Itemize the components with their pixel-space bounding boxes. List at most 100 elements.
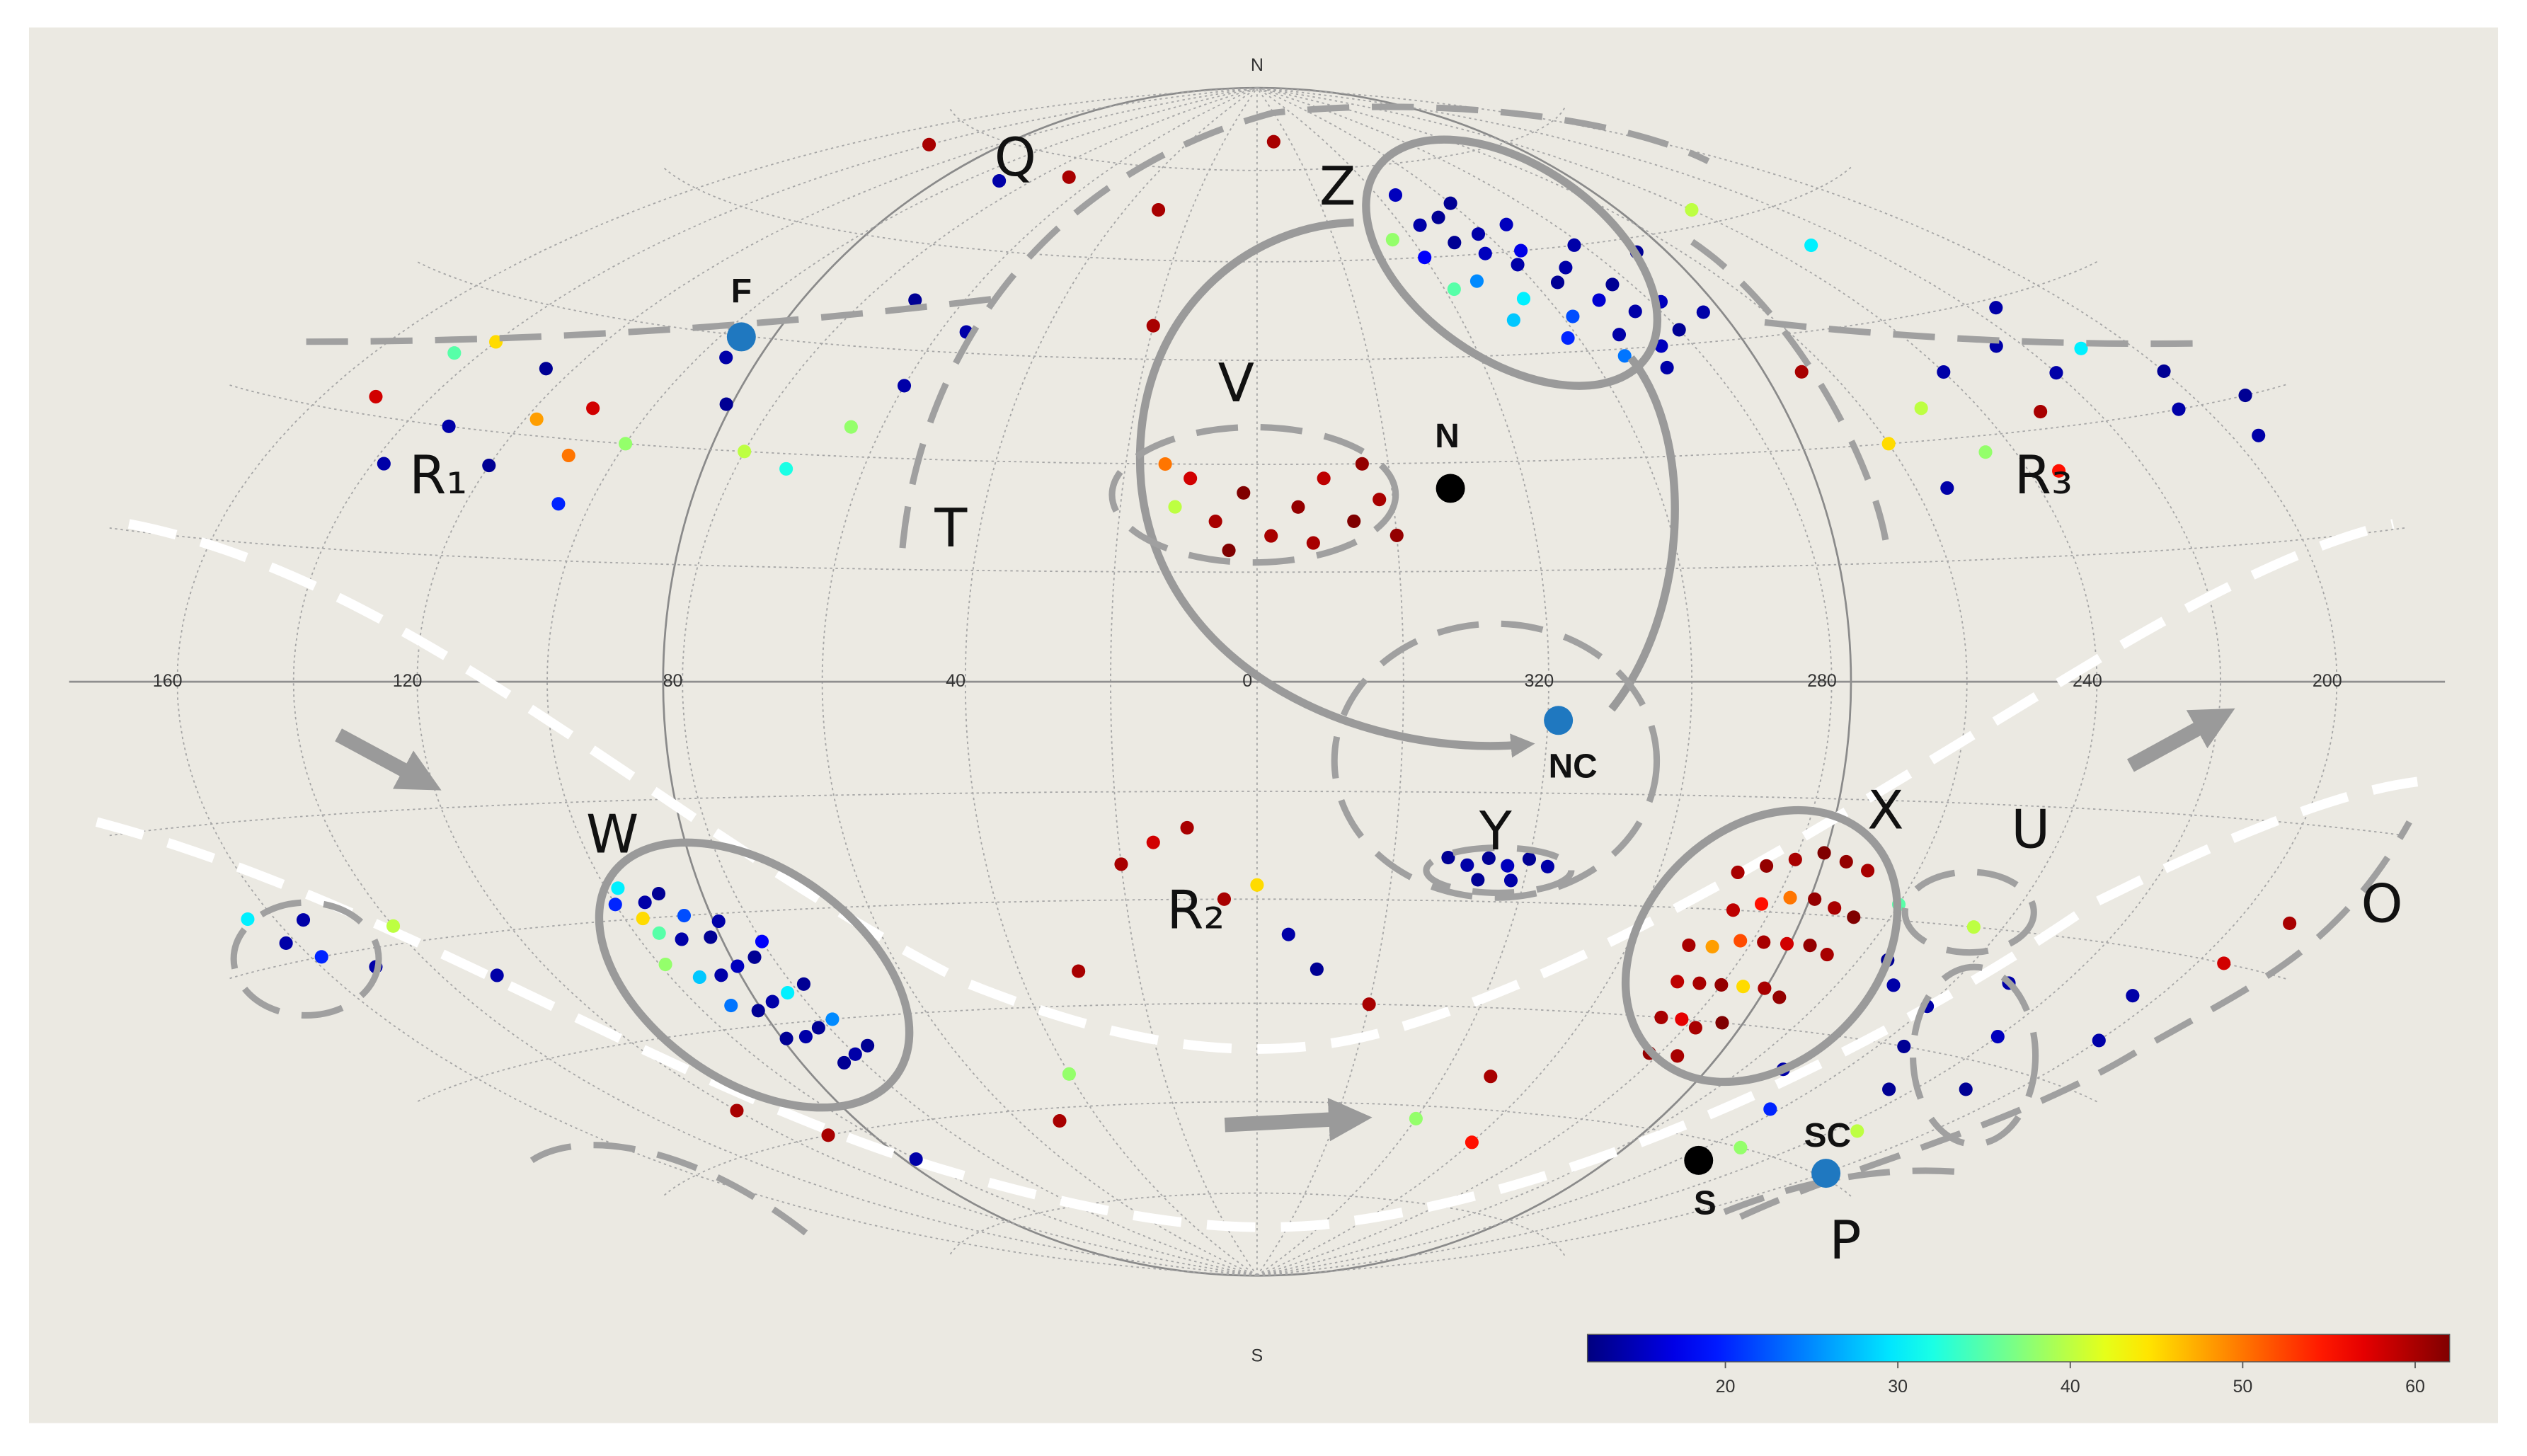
point: [1780, 936, 1794, 951]
annotation: R₂: [1167, 879, 1225, 941]
grid-line: [416, 87, 1258, 1277]
dashed-curve: [95, 776, 2419, 1232]
point: [2157, 364, 2171, 378]
point: [779, 462, 793, 476]
marker-dot: [1684, 1145, 1714, 1175]
point: [2074, 341, 2088, 355]
point: [1897, 1039, 1911, 1053]
point: [1758, 981, 1772, 995]
point: [1501, 859, 1515, 873]
point: [1053, 1114, 1067, 1128]
point: [658, 957, 672, 972]
point: [1347, 514, 1361, 528]
marker-dot: [726, 322, 756, 352]
point: [909, 1152, 923, 1166]
colorbar-tick-label: 30: [1888, 1377, 1908, 1397]
point: [1266, 134, 1280, 149]
point: [1839, 854, 1853, 869]
region-ellipse: [1621, 806, 1902, 1087]
point: [781, 986, 795, 1000]
minor-grid-line: [1256, 87, 2222, 1277]
point: [314, 950, 328, 964]
marker-dot: [1436, 474, 1465, 503]
colorbar-tick-label: 40: [2061, 1377, 2080, 1397]
point: [1672, 323, 1686, 337]
annotation: R₃: [2015, 444, 2073, 506]
parallel-line: [109, 791, 2405, 837]
point: [447, 346, 462, 360]
point: [1469, 274, 1484, 288]
point: [1794, 365, 1809, 379]
point: [1617, 349, 1632, 363]
parallel-line: [109, 527, 2405, 573]
point: [1237, 486, 1251, 500]
point: [1692, 976, 1707, 990]
point: [844, 420, 858, 434]
point: [1881, 437, 1896, 451]
point: [608, 898, 622, 912]
point: [1628, 304, 1642, 319]
annotation: Q: [995, 126, 1036, 188]
point: [296, 913, 311, 927]
point: [1264, 529, 1278, 543]
point: [861, 1038, 875, 1053]
point: [1514, 243, 1528, 258]
point: [1146, 319, 1160, 333]
point: [1506, 313, 1520, 327]
point: [1989, 301, 2003, 315]
annotation: NC: [1549, 748, 1598, 786]
point: [747, 950, 762, 964]
point: [1540, 859, 1554, 873]
point: [1959, 1082, 1973, 1096]
point: [751, 1004, 765, 1018]
point: [377, 457, 391, 471]
point: [651, 886, 666, 901]
point: [1705, 939, 1719, 954]
annotation: P: [1829, 1209, 1861, 1271]
point: [1566, 309, 1580, 323]
dashed-line: [899, 103, 1710, 549]
colorbar: 20 30 40 50 60: [1586, 1334, 2451, 1397]
point: [1478, 246, 1492, 260]
point: [1828, 901, 1842, 915]
arrow: [2126, 708, 2235, 772]
point: [1522, 852, 1537, 866]
annotation: SC: [1804, 1117, 1851, 1154]
point: [1783, 890, 1797, 905]
point: [1685, 202, 1699, 217]
point: [1158, 457, 1172, 471]
point: [908, 293, 922, 307]
loop-arrow: [1135, 218, 1535, 758]
point: [1696, 305, 1710, 319]
point: [619, 437, 633, 451]
point: [798, 1029, 813, 1044]
point: [1675, 1012, 1689, 1026]
point: [1465, 1135, 1479, 1150]
pole-label: N: [1251, 55, 1264, 75]
annotation: S: [1694, 1185, 1717, 1222]
annotation: X: [1867, 779, 1903, 841]
point: [1409, 1111, 1423, 1125]
point: [1817, 846, 1831, 860]
point: [1660, 360, 1674, 374]
point: [2172, 402, 2186, 416]
point: [1757, 935, 1771, 949]
point: [2049, 366, 2063, 380]
point: [1317, 471, 1331, 486]
point: [1760, 859, 1774, 873]
point: [551, 497, 566, 511]
point: [1222, 544, 1236, 558]
point: [1763, 1102, 1777, 1116]
annotation: F: [731, 273, 752, 310]
point: [1682, 938, 1696, 952]
point: [1184, 471, 1198, 486]
point: [1882, 1082, 1896, 1096]
point: [490, 968, 504, 982]
point: [1612, 328, 1627, 342]
point: [779, 1031, 793, 1045]
dashed-ellipse: [1108, 423, 1399, 566]
dashed-line: [1723, 1167, 1975, 1215]
point: [811, 1021, 825, 1035]
point: [765, 994, 779, 1009]
point: [1671, 1049, 1685, 1063]
